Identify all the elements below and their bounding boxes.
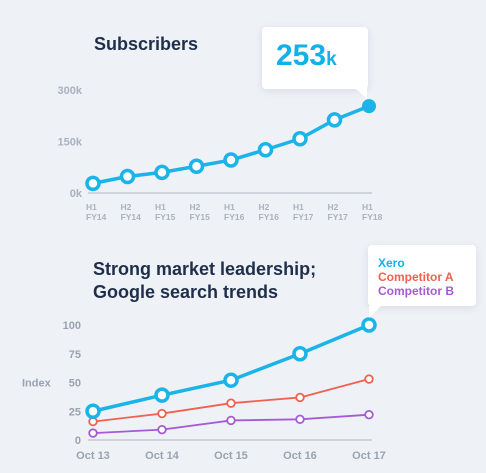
series-point-competitor-b: [295, 414, 305, 424]
subscribers-point: [223, 152, 239, 168]
subscribers-point-last: [362, 99, 376, 114]
series-point-xero: [361, 317, 377, 333]
y-tick-label: 100: [63, 320, 81, 332]
x-tick-label-top: H1: [86, 202, 97, 212]
subscribers-point: [292, 131, 308, 147]
subscribers-point: [257, 141, 274, 158]
y-tick-label: 300k: [58, 85, 83, 97]
series-point-xero: [85, 403, 101, 419]
legend-item-competitor-a: Competitor A: [378, 270, 454, 284]
x-tick-label-bottom: FY16: [224, 212, 245, 222]
series-point-competitor-a: [226, 398, 236, 408]
series-point-competitor-a: [157, 408, 167, 419]
callout-number: 253: [276, 39, 327, 72]
series-point-competitor-b: [226, 415, 236, 426]
y-tick-label: 75: [69, 349, 81, 361]
y-axis-label: Index: [22, 378, 52, 390]
subscribers-point: [119, 168, 136, 185]
x-tick-label-top: H2: [190, 202, 201, 212]
x-tick-label-top: H2: [259, 202, 270, 212]
x-tick-label: Oct 13: [76, 450, 110, 462]
chart2-title-line1: Strong market leadership;: [93, 259, 317, 279]
x-tick-label-bottom: FY18: [362, 212, 383, 222]
x-tick-label: Oct 16: [283, 450, 317, 462]
y-tick-label: 25: [69, 406, 81, 418]
series-point-xero: [292, 346, 308, 362]
x-tick-label-top: H1: [362, 202, 373, 212]
subscribers-point: [85, 175, 101, 192]
x-tick-label-bottom: FY14: [121, 212, 142, 222]
legend-pointer: [369, 306, 381, 318]
x-tick-label: Oct 15: [214, 450, 248, 462]
x-tick-label-bottom: FY15: [155, 212, 176, 222]
x-tick-label-bottom: FY17: [293, 212, 314, 222]
x-tick-label: Oct 14: [145, 450, 180, 462]
series-point-competitor-a: [364, 374, 374, 384]
legend-item-xero: Xero: [378, 256, 405, 270]
x-tick-label: Oct 17: [352, 450, 386, 462]
series-point-competitor-b: [364, 410, 374, 420]
series-point-xero: [154, 387, 170, 403]
callout-unit: k: [326, 49, 337, 70]
chart2-title-line2: Google search trends: [93, 282, 279, 302]
x-tick-label-top: H2: [328, 202, 339, 212]
subscribers-point: [188, 158, 205, 174]
series-line-xero: [92, 323, 370, 413]
subscribers-chart: 0k150k300kH1FY14H2FY14H1FY15H2FY15H1FY16…: [58, 85, 383, 222]
y-tick-label: 0k: [70, 188, 83, 200]
series-point-competitor-b: [157, 424, 167, 435]
chart2-legend: Xero Competitor A Competitor B: [368, 245, 476, 306]
subscribers-callout: 253k: [262, 27, 368, 89]
series-point-competitor-a: [295, 392, 305, 403]
y-tick-label: 0: [75, 435, 81, 447]
y-tick-label: 150k: [58, 137, 83, 149]
subscribers-callout-value: 253k: [276, 39, 337, 73]
subscribers-point: [154, 164, 170, 181]
series-point-competitor-b: [88, 428, 98, 438]
legend-item-competitor-b: Competitor B: [378, 284, 454, 298]
chart2-title: Strong market leadership; Google search …: [93, 258, 316, 304]
x-tick-label-top: H1: [224, 202, 235, 212]
series-point-xero: [223, 372, 239, 388]
x-tick-label-top: H1: [155, 202, 166, 212]
subscribers-point: [326, 112, 343, 128]
x-tick-label-bottom: FY15: [190, 212, 211, 222]
x-tick-label-top: H1: [293, 202, 304, 212]
chart1-title: Subscribers: [94, 34, 199, 54]
y-tick-label: 50: [69, 378, 81, 390]
callout-pointer: [355, 88, 367, 99]
x-tick-label-bottom: FY17: [328, 212, 349, 222]
x-tick-label-bottom: FY16: [259, 212, 280, 222]
x-tick-label-bottom: FY14: [86, 212, 107, 222]
x-tick-label-top: H2: [121, 202, 132, 212]
